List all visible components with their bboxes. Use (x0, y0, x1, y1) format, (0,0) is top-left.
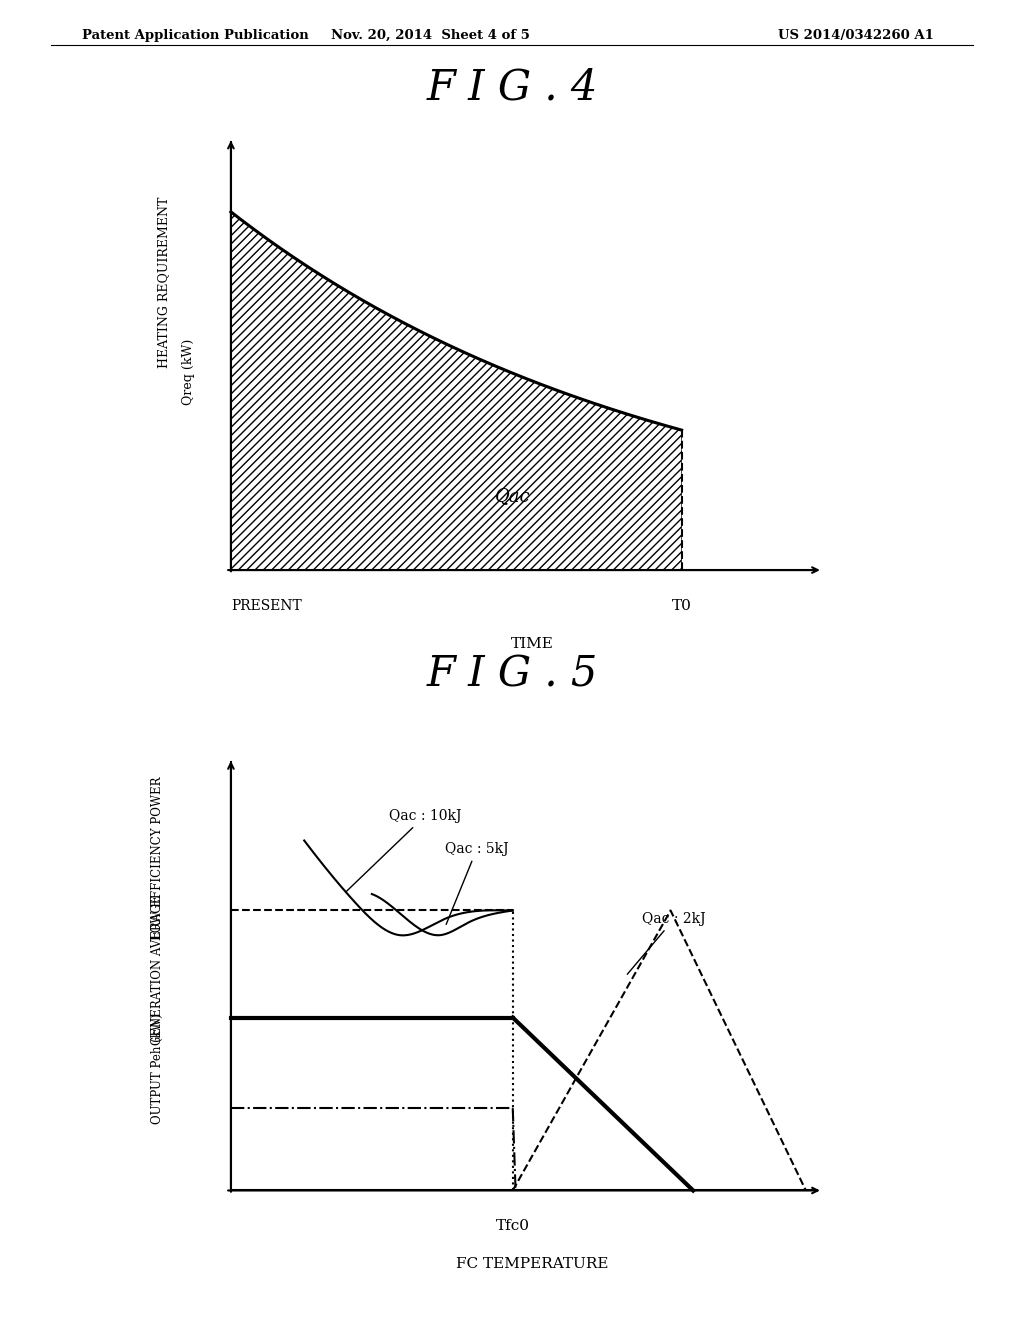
Text: Nov. 20, 2014  Sheet 4 of 5: Nov. 20, 2014 Sheet 4 of 5 (331, 29, 529, 42)
Text: GENERATION AVERAGE: GENERATION AVERAGE (152, 895, 164, 1045)
Text: LOW EFFICIENCY POWER: LOW EFFICIENCY POWER (152, 776, 164, 940)
Text: Tfc0: Tfc0 (496, 1220, 529, 1233)
Text: Qreq (kW): Qreq (kW) (182, 339, 195, 405)
Text: Patent Application Publication: Patent Application Publication (82, 29, 308, 42)
Text: TIME: TIME (511, 638, 554, 651)
Text: Qac : 10kJ: Qac : 10kJ (346, 809, 461, 892)
Text: HEATING REQUIREMENT: HEATING REQUIREMENT (158, 197, 170, 368)
Text: T0: T0 (672, 599, 692, 612)
Text: Qac: Qac (495, 487, 530, 506)
Text: F I G . 4: F I G . 4 (426, 66, 598, 108)
Text: Qac : 5kJ: Qac : 5kJ (445, 842, 509, 924)
Text: Qac : 2kJ: Qac : 2kJ (628, 912, 706, 974)
Text: F I G . 5: F I G . 5 (426, 653, 598, 696)
Text: FC TEMPERATURE: FC TEMPERATURE (457, 1258, 608, 1271)
Text: US 2014/0342260 A1: US 2014/0342260 A1 (778, 29, 934, 42)
Text: OUTPUT Peh (kW): OUTPUT Peh (kW) (152, 1014, 164, 1125)
Text: PRESENT: PRESENT (231, 599, 302, 612)
